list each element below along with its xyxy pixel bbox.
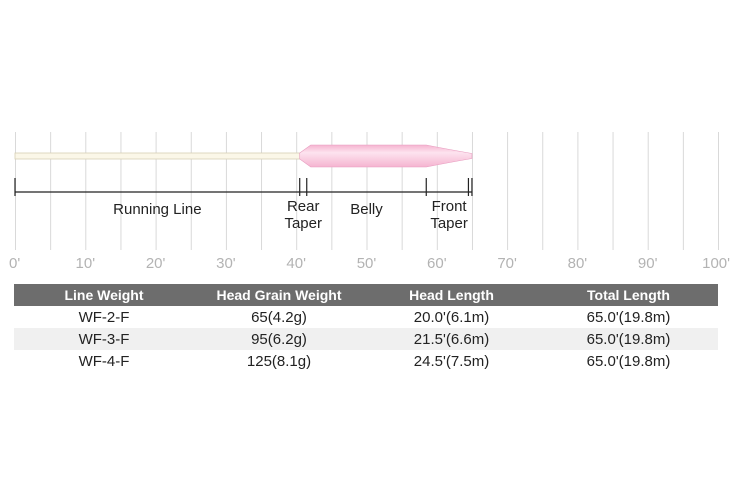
axis-tick-label: 90' xyxy=(638,255,658,272)
line-profile xyxy=(14,144,473,168)
table-row: WF-4-F 125(8.1g) 24.5'(7.5m) 65.0'(19.8m… xyxy=(14,350,718,372)
cell-total-length: 65.0'(19.8m) xyxy=(539,306,718,328)
cell-head-grain-weight: 95(6.2g) xyxy=(194,328,364,350)
cell-head-grain-weight: 125(8.1g) xyxy=(194,350,364,372)
axis-tick-label: 60' xyxy=(427,255,447,272)
axis-tick-label: 30' xyxy=(216,255,236,272)
cell-line-weight: WF-3-F xyxy=(14,328,194,350)
dimension-lines xyxy=(14,178,473,196)
segment-label-front-taper: Front Taper xyxy=(430,198,468,232)
cell-line-weight: WF-4-F xyxy=(14,350,194,372)
running-line-segment xyxy=(14,152,303,160)
cell-head-length: 21.5'(6.6m) xyxy=(364,328,539,350)
table-header-row: Line Weight Head Grain Weight Head Lengt… xyxy=(14,284,718,306)
head-segment xyxy=(299,144,473,168)
axis-tick-label: 70' xyxy=(497,255,517,272)
axis-tick-label: 50' xyxy=(357,255,377,272)
cell-total-length: 65.0'(19.8m) xyxy=(539,328,718,350)
segment-label-line: Taper xyxy=(430,215,468,232)
cell-line-weight: WF-2-F xyxy=(14,306,194,328)
cell-head-length: 24.5'(7.5m) xyxy=(364,350,539,372)
axis-tick-labels: 0' 10' 20' 30' 40' 50' 60' 70' 80' 90' 100' xyxy=(9,255,730,272)
segment-label-running-line: Running Line xyxy=(113,201,201,218)
cell-head-length: 20.0'(6.1m) xyxy=(364,306,539,328)
segment-label-line: Rear xyxy=(287,198,320,215)
segment-label-line: Taper xyxy=(284,215,322,232)
line-spec-table: Line Weight Head Grain Weight Head Lengt… xyxy=(14,284,718,372)
segment-label-line: Front xyxy=(432,198,468,215)
segment-label-line: Running Line xyxy=(113,201,201,218)
axis-tick-label: 80' xyxy=(568,255,588,272)
axis-tick-label: 100' xyxy=(702,255,730,272)
cell-total-length: 65.0'(19.8m) xyxy=(539,350,718,372)
segment-label-line: Belly xyxy=(350,201,383,218)
header-head-length: Head Length xyxy=(364,284,539,306)
table-row: WF-3-F 95(6.2g) 21.5'(6.6m) 65.0'(19.8m) xyxy=(14,328,718,350)
segment-label-rear-taper: Rear Taper xyxy=(284,198,322,232)
cell-head-grain-weight: 65(4.2g) xyxy=(194,306,364,328)
header-total-length: Total Length xyxy=(539,284,718,306)
header-head-grain-weight: Head Grain Weight xyxy=(194,284,364,306)
table-row: WF-2-F 65(4.2g) 20.0'(6.1m) 65.0'(19.8m) xyxy=(14,306,718,328)
axis-tick-label: 0' xyxy=(9,255,20,272)
header-line-weight: Line Weight xyxy=(14,284,194,306)
axis-tick-label: 40' xyxy=(286,255,306,272)
axis-tick-label: 10' xyxy=(76,255,96,272)
segment-label-belly: Belly xyxy=(350,201,383,218)
axis-tick-label: 20' xyxy=(146,255,166,272)
